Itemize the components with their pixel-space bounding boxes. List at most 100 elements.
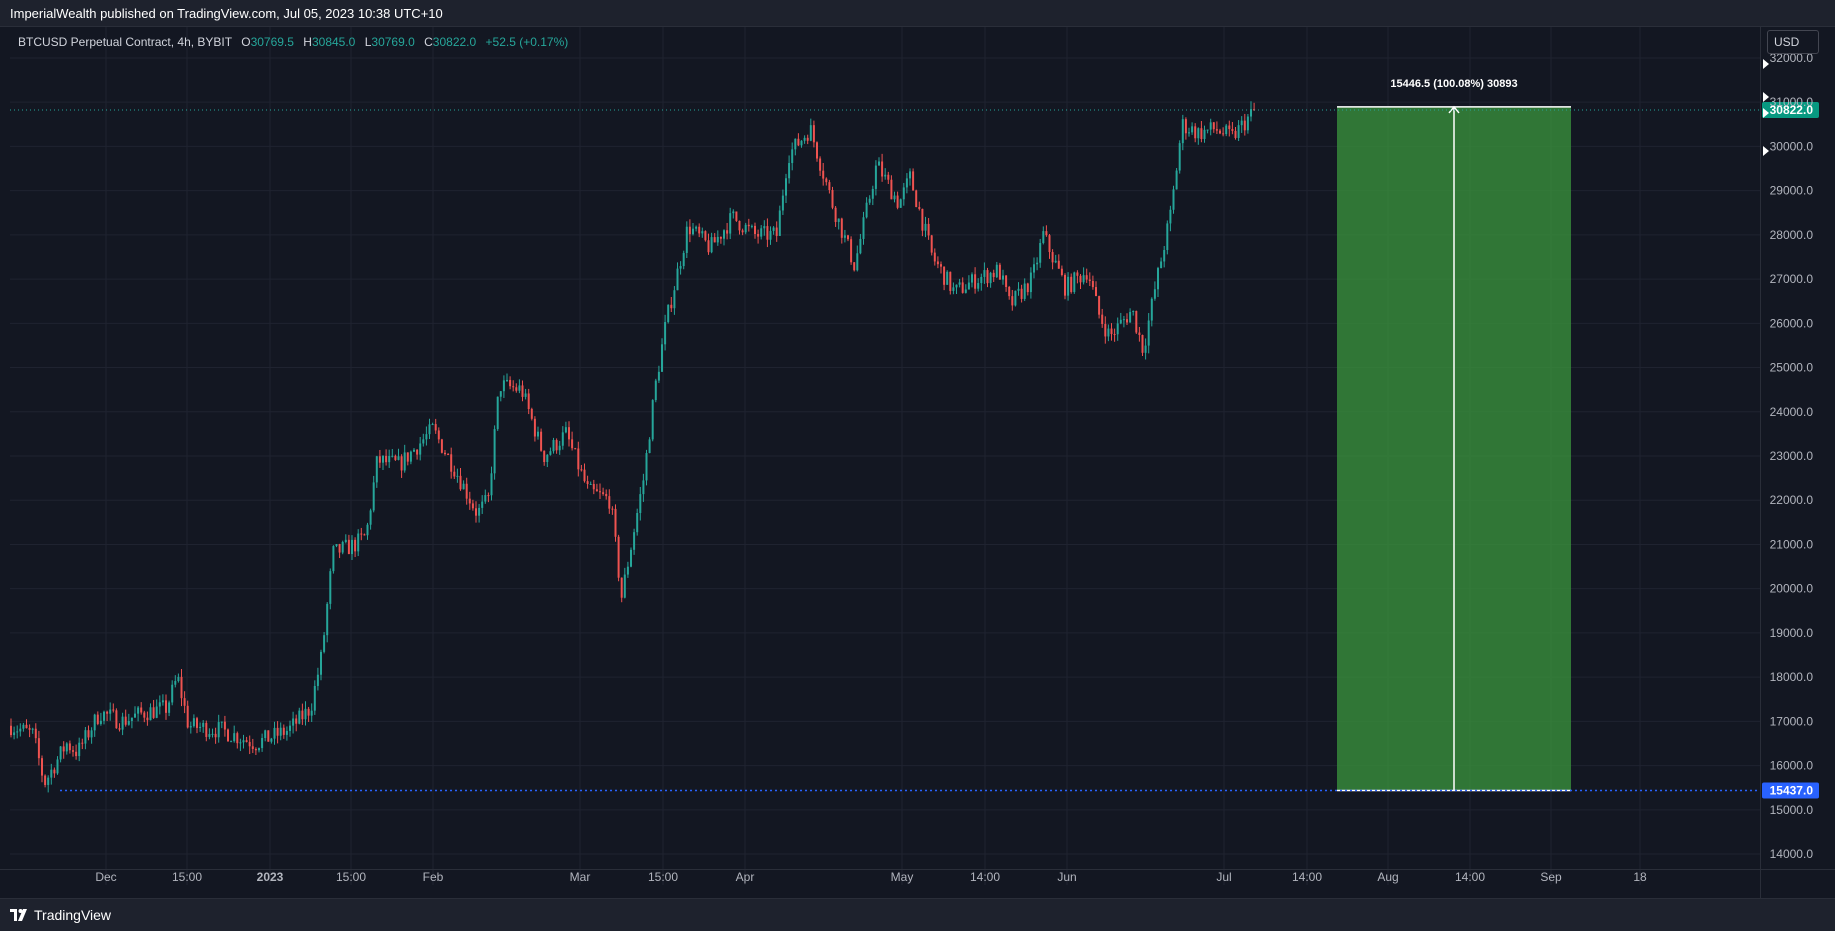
candle-body [543,450,546,463]
candle-body [1122,319,1125,321]
candle-body [1225,125,1228,135]
candle-body [623,574,626,598]
candle-body [158,702,161,707]
candle-body [847,235,849,240]
candle-body [1039,243,1042,263]
candle-body [750,225,753,227]
candle-body [564,427,567,433]
candle-body [856,253,859,271]
legend-low-label: L [364,35,372,49]
candle-body [912,171,915,191]
axis-marker-icon [1763,146,1769,156]
chart-area[interactable]: 15446.5 (100.08%) 30893 30822.0 15437.0 14… [0,27,1835,898]
candle-body [168,702,171,713]
candle-body [983,270,986,277]
candle-body [738,220,741,231]
candle-body [338,544,341,553]
candle-body [50,769,53,778]
candle-body [589,483,592,485]
candle-body [1104,323,1107,337]
candle-body [874,165,877,189]
candle-body [809,125,812,141]
candle-body [121,716,124,730]
candle-body [964,289,967,293]
candle-body [53,769,56,774]
candle-body [1076,272,1079,276]
y-tick-label: 29000.0 [1770,184,1814,198]
candle-body [177,676,180,682]
candle-body [515,387,518,391]
candle-body [521,385,524,397]
candle-body [1073,272,1076,293]
x-tick-label: May [891,870,914,884]
tradingview-logo[interactable]: TradingView [10,907,111,923]
candle-body [605,493,608,497]
candle-body [958,282,961,285]
candle-body [506,379,508,381]
candle-body [1141,335,1144,353]
candle-body [1237,125,1240,138]
candle-body [304,708,307,720]
candle-body [431,424,434,426]
candle-body [955,284,958,288]
candle-body [657,371,660,381]
candle-body [921,208,924,231]
candle-body [1060,268,1063,276]
candle-body [1212,122,1215,130]
candle-body [701,231,704,234]
candle-body [1209,122,1212,130]
candle-body [313,685,316,711]
candle-body [149,707,152,721]
candle-body [1191,126,1194,133]
candle-body [369,510,372,525]
candle-body [915,190,918,208]
candle-body [803,137,806,141]
candle-body [828,182,831,191]
candle-body [1042,231,1045,244]
candle-body [34,728,37,739]
candle-body [974,274,977,289]
candle-body [744,224,747,233]
candle-body [236,733,239,744]
candle-body [171,684,174,703]
x-tick-label: Jun [1057,870,1076,884]
x-tick-label: 18 [1633,870,1647,884]
candle-body [992,272,995,278]
y-tick-label: 21000.0 [1770,537,1814,551]
y-tick-label: 19000.0 [1770,626,1814,640]
candle-body [775,227,778,236]
y-tick-label: 22000.0 [1770,493,1814,507]
candle-body [344,539,347,543]
candle-body [372,482,375,511]
candle-body [825,178,828,183]
candle-body [310,710,313,716]
candle-body [980,276,983,284]
candle-body [785,178,787,196]
y-tick-label: 25000.0 [1770,361,1814,375]
candle-body [679,266,682,269]
candle-body [1045,231,1048,236]
candle-body [208,734,211,737]
currency-button[interactable]: USD [1767,30,1819,54]
legend-open-value: 30769.5 [250,35,294,49]
candle-body [1163,250,1166,262]
candle-body [320,651,322,675]
candle-body [713,237,716,243]
price-chart[interactable]: 15446.5 (100.08%) 30893 30822.0 15437.0 14… [0,27,1835,898]
candle-body [72,750,74,752]
candle-body [930,235,933,253]
candle-body [254,748,257,751]
candle-body [620,577,623,598]
candle-body [1200,128,1203,140]
candle-body [723,230,725,239]
candle-body [1026,283,1029,293]
candle-body [335,544,338,547]
candle-body [1160,261,1163,269]
candle-body [633,532,636,550]
candle-body [763,226,766,229]
candle-body [1107,328,1110,337]
candle-body [1215,129,1218,131]
x-tick-label: Sep [1540,870,1562,884]
candle-body [1067,276,1070,296]
candle-body [555,440,558,451]
